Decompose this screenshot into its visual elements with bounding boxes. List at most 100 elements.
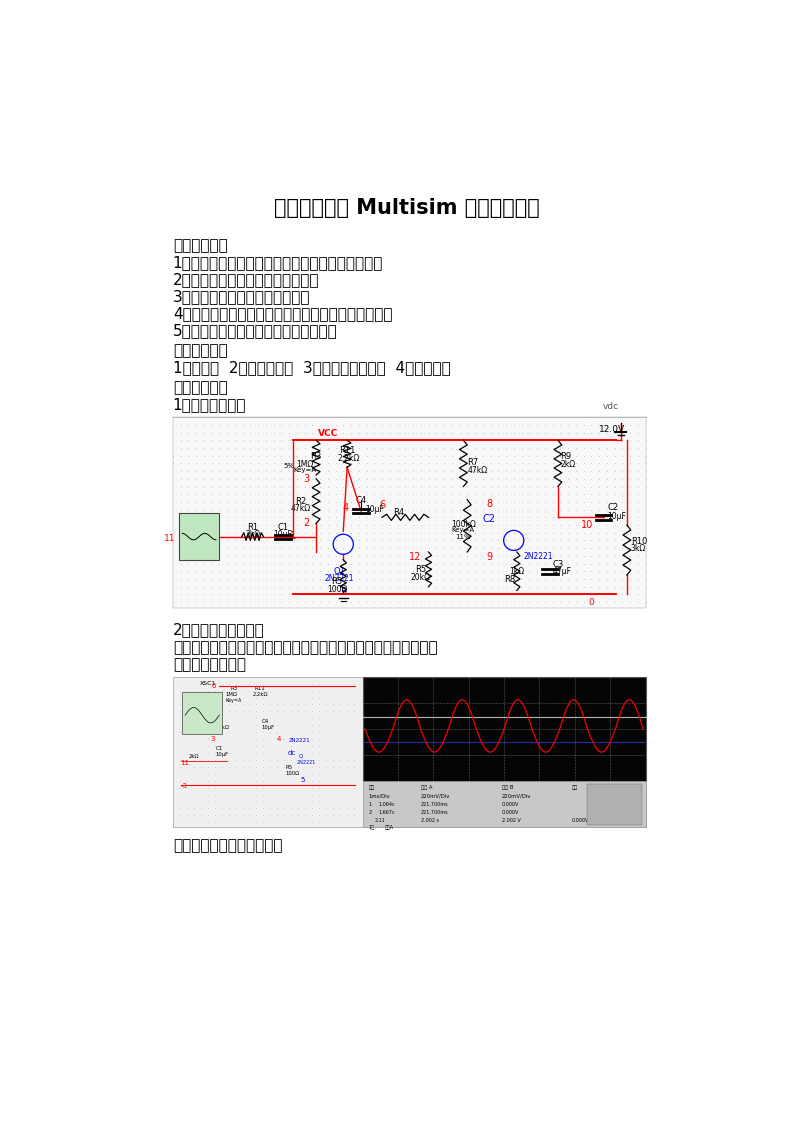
Text: 47μF: 47μF <box>553 568 572 577</box>
Text: 1.064c: 1.064c <box>378 802 395 807</box>
Text: 47kΩ: 47kΩ <box>467 466 488 475</box>
Text: R4: R4 <box>393 508 404 517</box>
Text: 第一级的失真波形: 第一级的失真波形 <box>173 657 246 672</box>
Text: 1、示波器  2、数字万用表  3、函数信号发生器  4、直流电源: 1、示波器 2、数字万用表 3、函数信号发生器 4、直流电源 <box>173 360 450 375</box>
Text: C2: C2 <box>607 504 619 513</box>
Text: 2.002 V: 2.002 V <box>502 818 521 822</box>
Text: R2: R2 <box>216 719 223 724</box>
Text: 时间: 时间 <box>369 785 375 790</box>
Text: C3: C3 <box>553 560 564 569</box>
Text: 1: 1 <box>289 531 296 541</box>
Text: 二、实验仪器: 二、实验仪器 <box>173 343 228 358</box>
Text: R1: R1 <box>247 523 259 532</box>
Text: -3: -3 <box>181 783 187 789</box>
Text: 9: 9 <box>486 552 492 562</box>
Text: R9: R9 <box>560 452 572 461</box>
Text: C4: C4 <box>262 719 269 724</box>
Text: R2: R2 <box>295 497 306 506</box>
Text: 2.2kΩ: 2.2kΩ <box>253 692 268 697</box>
Text: 2kΩ: 2kΩ <box>188 754 199 758</box>
Text: 10μF: 10μF <box>216 752 228 757</box>
Text: 1MΩ: 1MΩ <box>225 692 237 697</box>
Text: 11: 11 <box>181 760 190 766</box>
Text: 221.700ms: 221.700ms <box>421 810 448 815</box>
Text: 1倍: 1倍 <box>369 826 375 830</box>
Text: R11: R11 <box>339 447 355 456</box>
Text: 2kΩ: 2kΩ <box>560 460 576 469</box>
Text: R5: R5 <box>331 578 343 587</box>
Text: 4: 4 <box>277 736 282 742</box>
Text: 6: 6 <box>212 683 216 689</box>
Text: 4、掌握两级放大电路放大倍数的测量方法和计算方法: 4、掌握两级放大电路放大倍数的测量方法和计算方法 <box>173 306 393 321</box>
Text: C1: C1 <box>278 523 289 532</box>
Text: 6: 6 <box>379 500 385 511</box>
Text: Q: Q <box>299 754 304 758</box>
Text: 2: 2 <box>304 518 310 528</box>
Text: 10μF: 10μF <box>365 505 384 514</box>
Text: 1ms/Div: 1ms/Div <box>369 793 391 799</box>
Text: 5: 5 <box>340 587 347 597</box>
Text: Key=A: Key=A <box>225 698 242 703</box>
Text: 2kΩ: 2kΩ <box>245 530 260 539</box>
Text: 2N2221: 2N2221 <box>289 738 311 743</box>
Text: R10: R10 <box>630 536 647 545</box>
Bar <box>362 677 646 781</box>
Text: Q1: Q1 <box>333 568 345 577</box>
Text: XSC1: XSC1 <box>200 681 216 687</box>
Text: C1: C1 <box>216 746 223 751</box>
Text: 触发A: 触发A <box>385 826 393 830</box>
Text: 2: 2 <box>369 810 372 815</box>
Text: 10μF: 10μF <box>607 512 626 521</box>
Text: 1.667c: 1.667c <box>378 810 395 815</box>
Text: 20kΩ: 20kΩ <box>411 572 431 582</box>
Text: 2、静态工作点的调节: 2、静态工作点的调节 <box>173 622 265 637</box>
Text: R5: R5 <box>416 565 427 574</box>
Text: 220mV/Div: 220mV/Div <box>421 793 450 799</box>
Text: 反向: 反向 <box>572 785 578 790</box>
Text: 1kΩ: 1kΩ <box>509 568 524 577</box>
Text: 2.2kΩ: 2.2kΩ <box>338 454 360 463</box>
Text: 通道 B: 通道 B <box>502 785 514 790</box>
Text: 5%: 5% <box>283 463 294 469</box>
Text: 100Ω: 100Ω <box>327 585 347 594</box>
Bar <box>362 781 646 827</box>
Text: 3: 3 <box>304 473 310 484</box>
Text: R3: R3 <box>311 452 322 461</box>
Text: 2.002 s: 2.002 s <box>421 818 439 822</box>
Text: vdc: vdc <box>603 402 619 411</box>
Bar <box>173 677 646 827</box>
Text: 11%: 11% <box>455 534 471 541</box>
Bar <box>179 514 219 560</box>
Text: 11: 11 <box>164 534 176 543</box>
Text: R8: R8 <box>504 576 515 585</box>
Text: 1MΩ: 1MΩ <box>297 460 314 469</box>
Text: XFG1: XFG1 <box>190 519 209 525</box>
Text: dc: dc <box>287 749 296 756</box>
Text: 12.0V: 12.0V <box>599 425 625 434</box>
Text: 0.000V: 0.000V <box>572 818 589 822</box>
Text: 3kΩ: 3kΩ <box>630 544 646 553</box>
Text: 3、了解放大器的失真及消除方法: 3、了解放大器的失真及消除方法 <box>173 289 310 304</box>
Text: 2N2221: 2N2221 <box>523 552 553 561</box>
Text: 2.11: 2.11 <box>375 818 386 822</box>
Text: 2N2221: 2N2221 <box>297 760 316 765</box>
Text: 12: 12 <box>409 552 422 562</box>
Text: 1、掌握多级放大电路静态工作点的调整与测试方法: 1、掌握多级放大电路静态工作点的调整与测试方法 <box>173 256 383 270</box>
Text: R5: R5 <box>285 765 293 771</box>
Text: R11: R11 <box>254 686 265 691</box>
Text: 通道 A: 通道 A <box>421 785 432 790</box>
Text: 1: 1 <box>369 802 372 807</box>
Text: 0: 0 <box>588 598 594 607</box>
Bar <box>182 692 222 735</box>
Text: 47kΩ: 47kΩ <box>290 504 311 513</box>
Text: 两级放大电路 Multisim 仿真试验报告: 两级放大电路 Multisim 仿真试验报告 <box>274 197 539 218</box>
Text: 220mV/Div: 220mV/Div <box>502 793 531 799</box>
Text: R3: R3 <box>231 686 238 691</box>
Text: 8: 8 <box>486 499 492 509</box>
Text: Key=A: Key=A <box>452 527 475 533</box>
Text: 0.000V: 0.000V <box>502 810 519 815</box>
Bar <box>173 417 646 608</box>
Text: 反向: 反向 <box>611 812 618 818</box>
Text: VCC: VCC <box>318 429 338 438</box>
Text: 100Ω: 100Ω <box>285 772 299 776</box>
